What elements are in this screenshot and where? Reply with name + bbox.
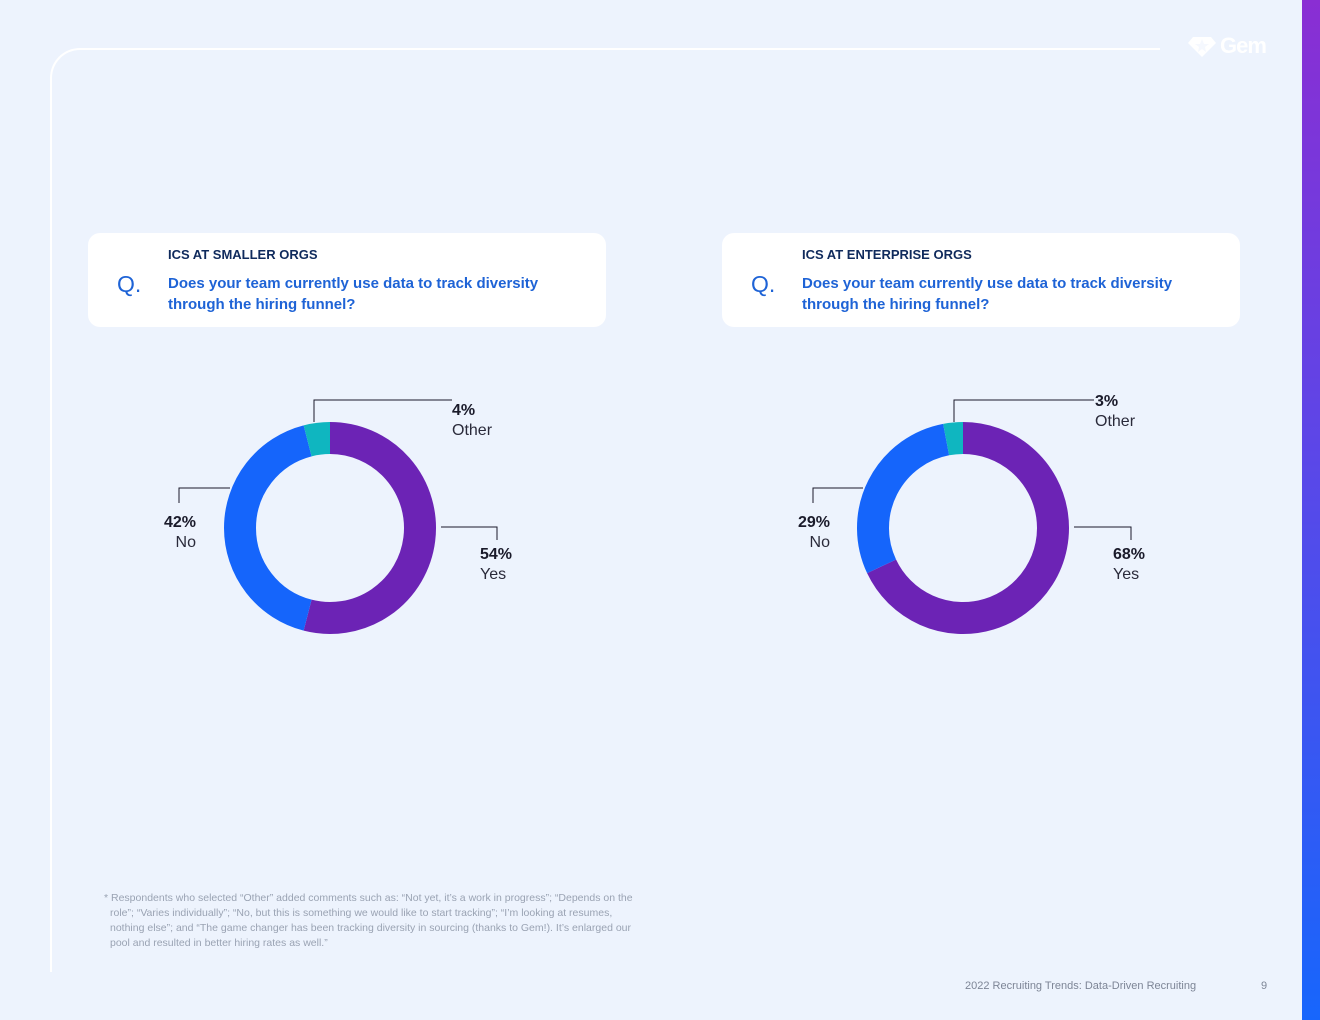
question-text: Does your team currently use data to tra… [802, 275, 1173, 313]
question-mark: Q. [751, 271, 776, 297]
donut-chart-enterprise-orgs: 3% Other 29% No 68% Yes [798, 393, 1145, 634]
data-label-no-value: 29% [798, 514, 830, 531]
data-label-no-name: No [176, 534, 197, 551]
page-number: 9 [1261, 980, 1268, 992]
donut-slice-no [224, 425, 313, 631]
leader-line-no [178, 487, 230, 503]
logo-text: Gem [1220, 33, 1267, 58]
data-label-other-value: 3% [1095, 393, 1118, 410]
question-text: Does your team currently use data to tra… [168, 275, 539, 313]
leader-line-no [812, 487, 863, 503]
data-label-no-value: 42% [164, 514, 196, 531]
data-label-no-name: No [810, 534, 831, 551]
leader-line-other [953, 399, 1094, 422]
question-mark: Q. [117, 271, 142, 297]
question-label: ICS AT ENTERPRISE ORGS [802, 247, 972, 262]
footer-title: 2022 Recruiting Trends: Data-Driven Recr… [965, 980, 1197, 992]
data-label-other-name: Other [452, 422, 493, 439]
question-card-enterprise-orgs: Q. ICS AT ENTERPRISE ORGS Does your team… [722, 233, 1240, 327]
data-label-yes-value: 68% [1113, 546, 1145, 563]
gem-logo: Gem [1188, 33, 1267, 59]
data-label-yes-value: 54% [480, 546, 512, 563]
footnote: * Respondents who selected “Other” added… [104, 892, 633, 949]
donut-slice-yes [303, 422, 436, 634]
data-label-yes-name: Yes [1113, 566, 1139, 583]
data-label-yes-name: Yes [480, 566, 506, 583]
leader-line-yes [441, 526, 498, 540]
donut-chart-smaller-orgs: 4% Other 42% No 54% Yes [164, 399, 512, 634]
side-gradient-bar [1302, 0, 1320, 1020]
donut-slice-yes [867, 422, 1069, 634]
data-label-other-value: 4% [452, 402, 475, 419]
data-label-other-name: Other [1095, 413, 1136, 430]
page-frame-line [50, 48, 1160, 972]
donut-slice-other [303, 422, 331, 457]
donut-slice-other [943, 422, 964, 456]
question-card-smaller-orgs: Q. ICS AT SMALLER ORGS Does your team cu… [88, 233, 606, 327]
question-label: ICS AT SMALLER ORGS [168, 247, 318, 262]
leader-line-yes [1074, 526, 1132, 540]
leader-line-other [313, 399, 452, 422]
donut-slice-no [857, 423, 950, 574]
gem-diamond-icon [1188, 37, 1216, 57]
